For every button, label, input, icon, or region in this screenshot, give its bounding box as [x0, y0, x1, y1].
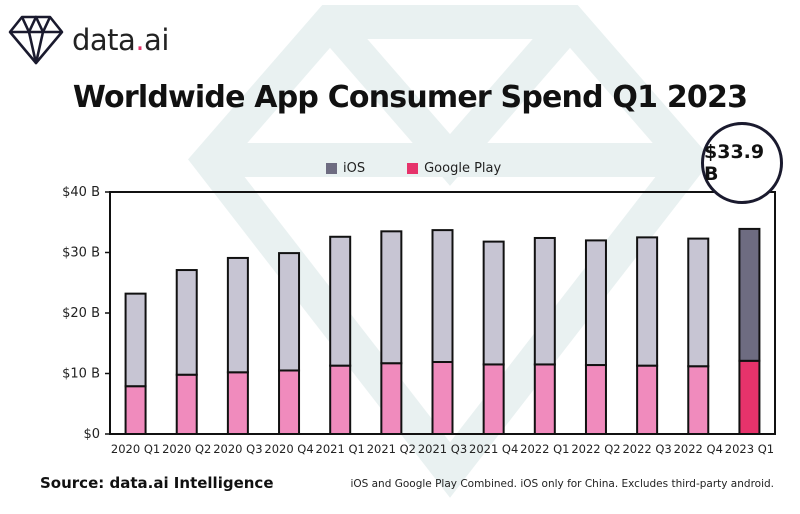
bar-ios [584, 239, 607, 367]
legend-label-google-play: Google Play [424, 161, 502, 176]
bar-ios [482, 240, 505, 366]
x-tick-label: 2021 Q4 [469, 442, 518, 456]
bar-ios [226, 256, 249, 374]
source-note: Source: data.ai Intelligence [40, 474, 274, 492]
bar-ios [636, 236, 659, 367]
bar-ios [738, 227, 761, 362]
x-tick-label: 2021 Q1 [316, 442, 365, 456]
x-tick-label: 2021 Q2 [367, 442, 416, 456]
x-tick-label: 2020 Q2 [162, 442, 211, 456]
x-tick-label: 2020 Q4 [264, 442, 313, 456]
bar-ios [431, 229, 454, 364]
bar-google-play [738, 359, 761, 436]
bar-google-play [584, 364, 607, 435]
x-tick-label: 2020 Q3 [213, 442, 262, 456]
bar-ios [533, 236, 556, 366]
brand-name: data.ai [72, 23, 169, 57]
bar-google-play [533, 363, 556, 435]
bar-ios [380, 230, 403, 365]
bar-google-play [124, 385, 147, 435]
bar-ios [278, 252, 301, 372]
legend-label-ios: iOS [343, 161, 366, 176]
x-tick-label: 2023 Q1 [725, 442, 774, 456]
bar-google-play [482, 363, 505, 435]
bar-ios [124, 292, 147, 388]
x-tick-label: 2021 Q3 [418, 442, 467, 456]
diamond-icon [8, 15, 64, 65]
bar-ios [175, 269, 198, 376]
x-tick-label: 2022 Q3 [622, 442, 671, 456]
bar-google-play [380, 362, 403, 435]
y-tick-label: $20 B [62, 306, 100, 321]
x-tick-label: 2022 Q4 [674, 442, 723, 456]
bar-google-play [175, 373, 198, 435]
legend-item-google-play: Google Play [407, 161, 501, 176]
bar-google-play [687, 365, 710, 435]
bar-google-play [278, 369, 301, 436]
bar-google-play [329, 364, 352, 436]
x-tick-label: 2020 Q1 [111, 442, 160, 456]
brand-logo: data.ai [8, 14, 169, 66]
x-tick-label: 2022 Q2 [571, 442, 620, 456]
footnote: iOS and Google Play Combined. iOS only f… [350, 478, 774, 490]
total-callout: $33.9 B [701, 122, 783, 204]
y-tick-label: $30 B [62, 246, 100, 261]
bar-ios [687, 237, 710, 368]
chart-legend: iOS Google Play [326, 161, 543, 176]
legend-swatch-google-play [407, 163, 419, 174]
x-tick-label: 2022 Q1 [520, 442, 569, 456]
legend-swatch-ios [326, 163, 337, 174]
y-tick-label: $10 B [62, 367, 100, 382]
legend-item-ios: iOS [326, 161, 365, 176]
bar-google-play [226, 371, 249, 436]
bar-google-play [431, 361, 454, 436]
y-tick-label: $40 B [62, 185, 100, 200]
chart-title: Worldwide App Consumer Spend Q1 2023 [72, 80, 748, 115]
bar-ios [329, 235, 352, 367]
bar-google-play [636, 364, 659, 436]
y-tick-label: $0 [83, 427, 100, 442]
